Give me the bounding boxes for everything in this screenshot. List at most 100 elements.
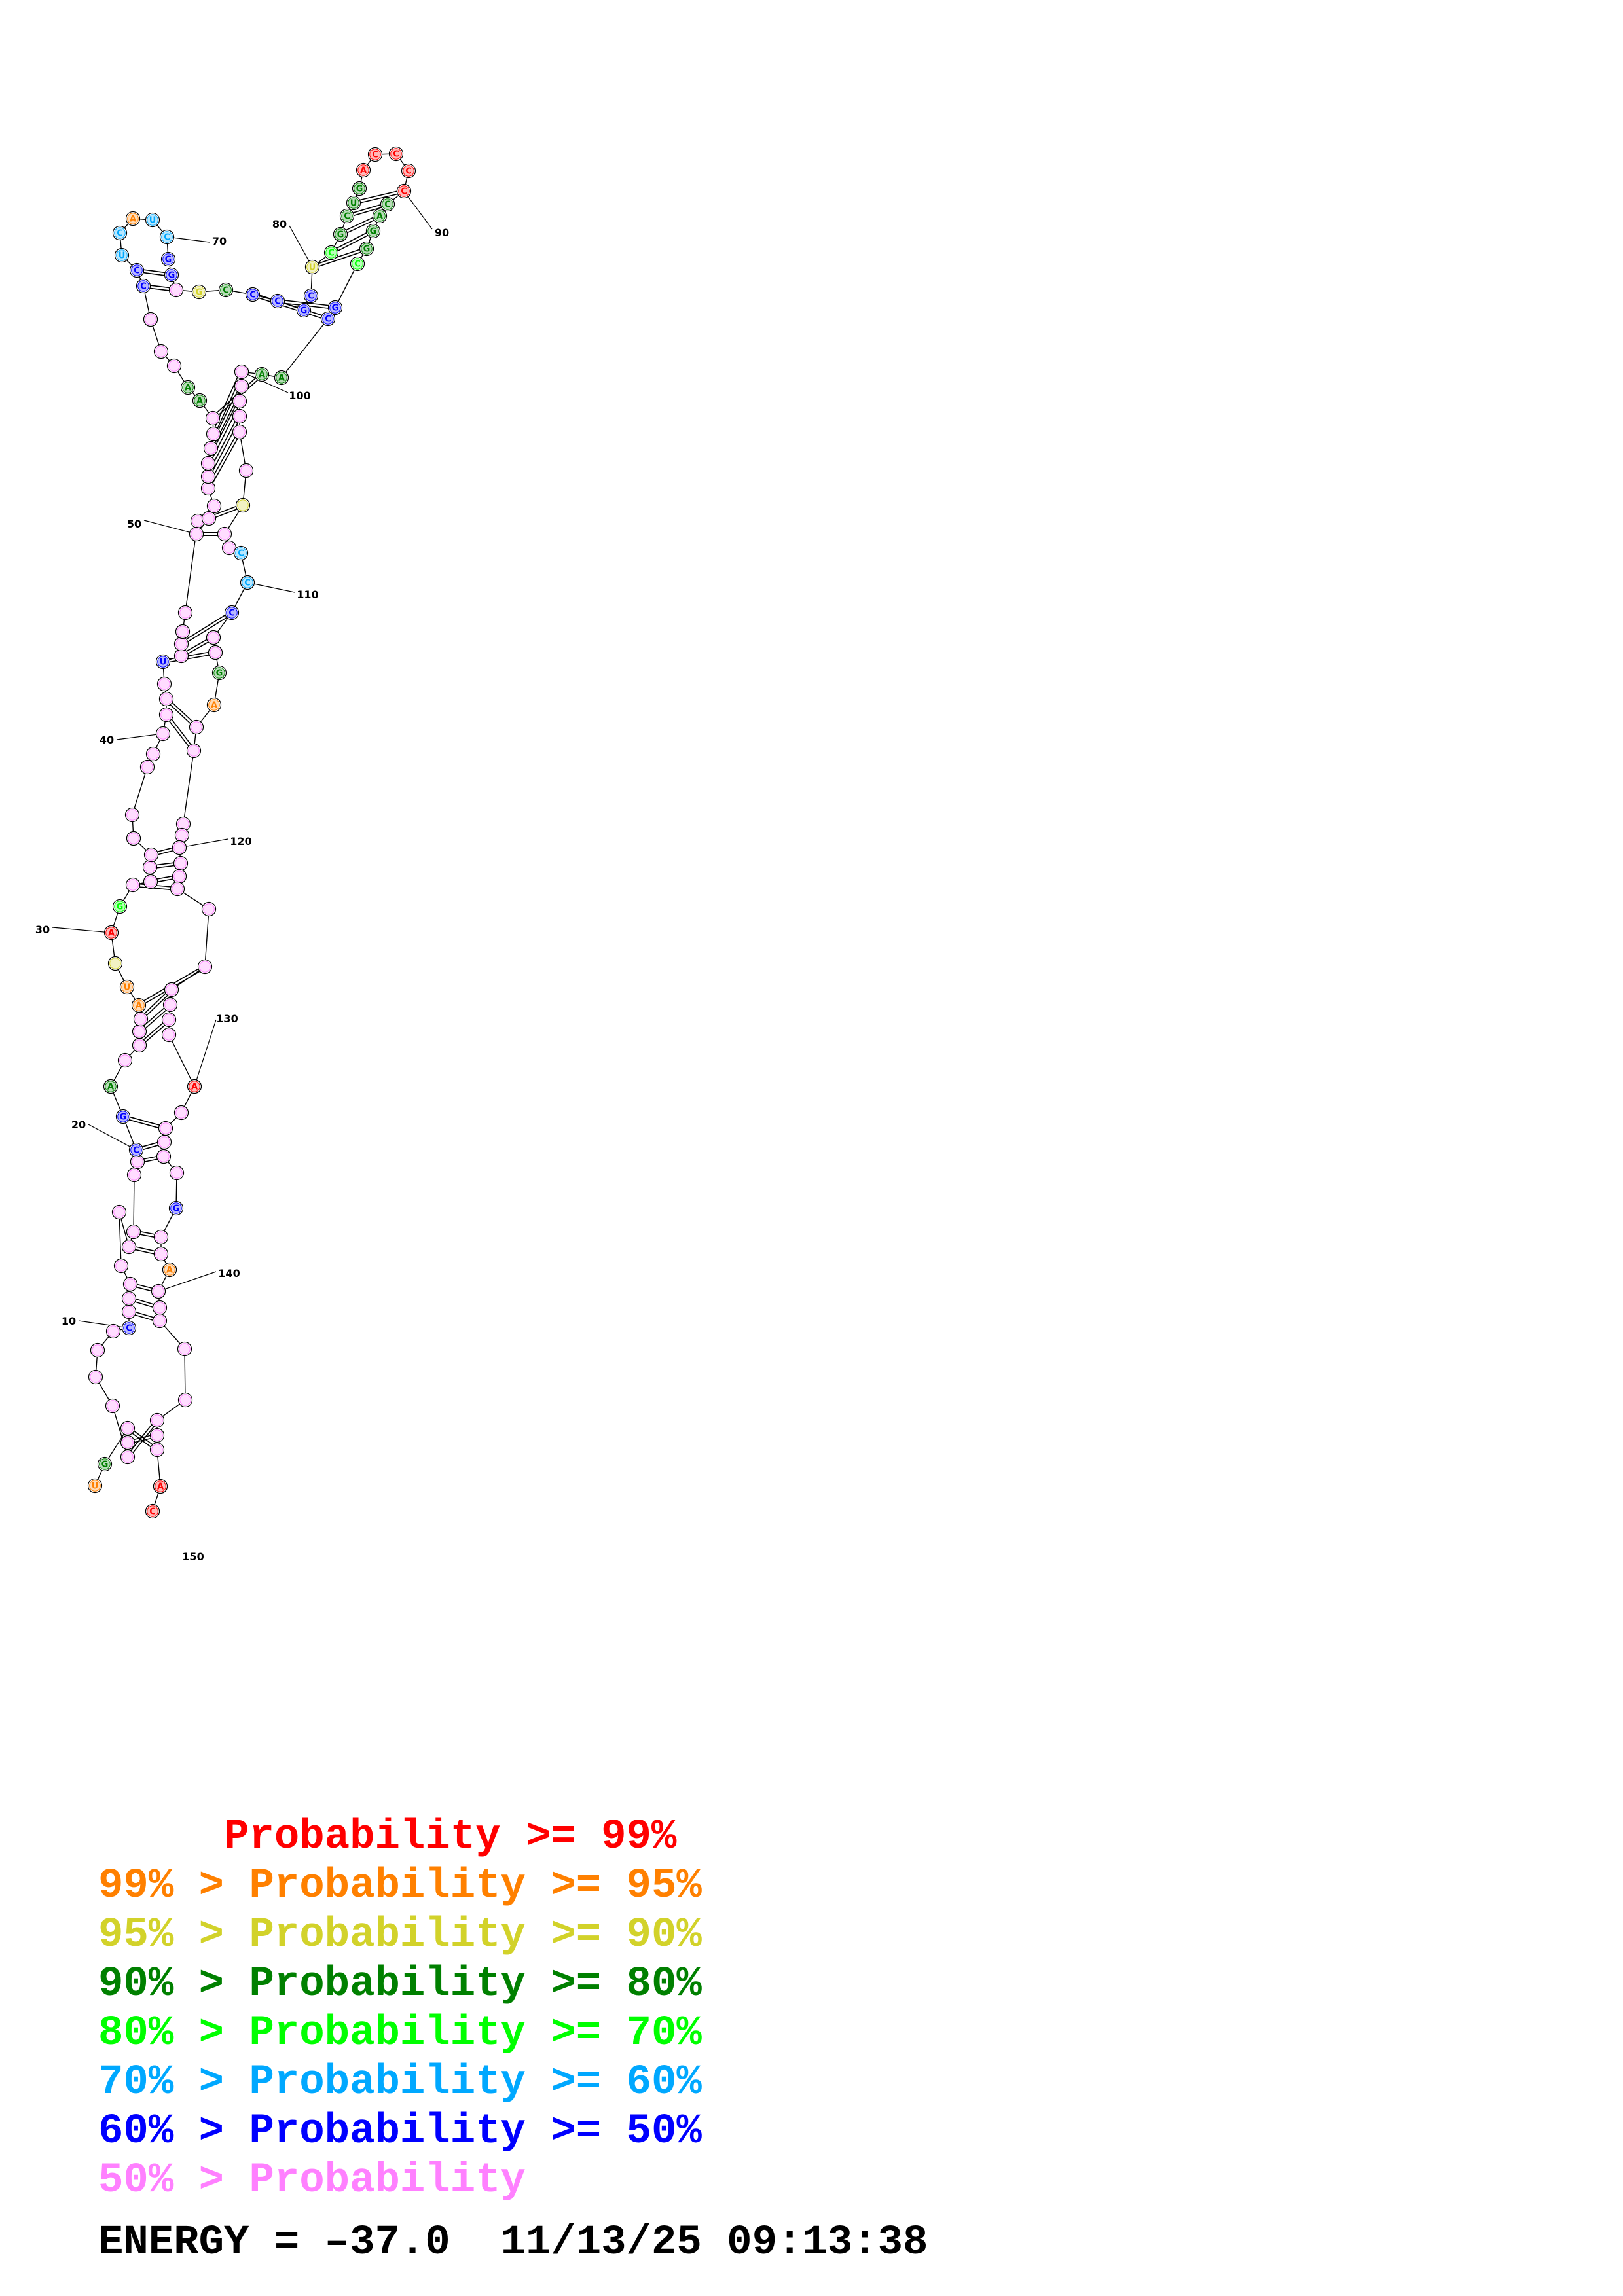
nucleotide-probability-fill	[123, 1293, 135, 1304]
number-label-tick	[254, 583, 295, 593]
nucleotide	[143, 874, 158, 889]
number-label: 10	[62, 1315, 76, 1327]
nucleotide-circle	[296, 302, 312, 318]
nucleotide	[152, 1313, 168, 1329]
number-label-tick	[143, 520, 190, 533]
nucleotide: A	[356, 162, 371, 178]
nucleotide-probability-fill	[123, 1306, 135, 1318]
nucleotide-circle	[270, 293, 285, 309]
nucleotide-base-letter: U	[160, 658, 167, 668]
base-pair-line	[259, 295, 322, 316]
base-pair-line	[143, 1007, 165, 1027]
backbone-lines	[94, 153, 409, 1512]
base-pair-line	[156, 862, 174, 866]
nucleotide-circle	[175, 624, 191, 639]
nucleotide-circle	[117, 1052, 133, 1068]
nucleotide-base-letter: C	[117, 229, 123, 239]
nucleotide: U	[155, 654, 171, 670]
nucleotide-circle	[177, 1392, 193, 1408]
nucleotide-probability-fill	[390, 148, 402, 160]
nucleotide	[175, 816, 191, 832]
nucleotide-probability-fill	[325, 247, 337, 259]
nucleotide-base-letter: U	[119, 251, 126, 261]
nucleotide	[139, 759, 155, 775]
nucleotide-circle	[173, 1105, 189, 1121]
nucleotide-probability-fill	[113, 1206, 125, 1218]
nucleotide-circle	[170, 881, 185, 897]
nucleotide-probability-fill	[124, 1278, 136, 1290]
base-pair-line	[318, 249, 360, 264]
nucleotide	[200, 469, 216, 484]
base-pair-line	[136, 1286, 152, 1292]
nucleotide: C	[339, 208, 355, 224]
legend-range-prefix: 50% >	[98, 2157, 249, 2204]
nucleotide	[206, 630, 221, 645]
nucleotide-circle	[114, 247, 130, 263]
legend-range-prefix: 80% >	[98, 2010, 249, 2057]
nucleotide-probability-fill	[193, 286, 205, 298]
nucleotide-base-letter: G	[120, 1113, 127, 1122]
base-pair-line	[156, 875, 173, 880]
nucleotide-base-letter: A	[185, 384, 191, 393]
nucleotide-circle	[359, 241, 374, 257]
nucleotide-probability-fill	[107, 1325, 119, 1337]
nucleotide-probability-fill	[202, 482, 214, 494]
nucleotide-circle	[197, 959, 213, 975]
nucleotide: C	[129, 262, 145, 278]
legend-row: 90% > Probability >= 80%	[98, 1960, 702, 2009]
nucleotide-probability-fill	[127, 879, 139, 891]
legend-row: 95% > Probability >= 90%	[98, 1911, 702, 1960]
number-label-tick	[186, 838, 228, 847]
nucleotide: A	[254, 367, 270, 382]
nucleotide-probability-fill	[133, 999, 145, 1011]
nucleotide-probability-fill	[208, 500, 220, 512]
nucleotide: U	[145, 212, 160, 228]
nucleotide: G	[327, 300, 343, 315]
backbone-segment	[168, 1034, 195, 1087]
nucleotide	[153, 344, 169, 359]
nucleotide-circle	[346, 195, 361, 211]
nucleotide-circle	[274, 370, 289, 386]
nucleotide-circle	[149, 1442, 165, 1458]
legend-range-text: Probability >= 90%	[249, 1912, 702, 1959]
nucleotide-probability-fill	[357, 164, 369, 176]
base-pair-line	[359, 190, 397, 201]
nucleotide-probability-fill	[137, 280, 149, 292]
nucleotide-circle	[168, 282, 184, 298]
nucleotide	[132, 1024, 147, 1039]
probability-legend: Probability >= 99% 99% > Probability >= 9…	[98, 1813, 702, 2206]
nucleotide-circle	[145, 212, 160, 228]
legend-range-text: Probability >= 50%	[249, 2108, 702, 2155]
number-label: 80	[272, 218, 287, 230]
nucleotide-circle	[149, 1412, 165, 1428]
nucleotide	[155, 726, 171, 742]
nucleotide-probability-fill	[153, 1285, 164, 1297]
nucleotide-circle	[206, 697, 222, 713]
nucleotide	[126, 1224, 141, 1240]
nucleotide-probability-fill	[226, 607, 238, 619]
nucleotide-circle	[162, 997, 178, 1013]
nucleotide-probability-fill	[155, 1248, 167, 1260]
nucleotide-base-letter: A	[211, 701, 217, 711]
nucleotide-circle	[131, 997, 147, 1013]
nucleotide-probability-fill	[92, 1344, 103, 1356]
nucleotide	[169, 1165, 185, 1181]
nucleotide-base-letter: A	[360, 166, 367, 176]
nucleotide-base-letter: C	[384, 200, 391, 210]
nucleotide-circle	[153, 1246, 169, 1262]
nucleotide	[189, 526, 204, 542]
nucleotide-probability-fill	[105, 927, 117, 939]
nucleotide-base-letter: G	[216, 669, 223, 679]
base-pair-line	[157, 847, 173, 853]
nucleotide-probability-fill	[99, 1458, 111, 1470]
nucleotide-probability-fill	[164, 999, 176, 1011]
base-pair-line	[171, 719, 192, 745]
nucleotide-circle	[125, 211, 141, 226]
nucleotide-base-letter: U	[92, 1482, 99, 1492]
nucleotide-probability-fill	[242, 577, 253, 588]
nucleotide-probability-fill	[203, 903, 215, 915]
number-label: 130	[216, 1013, 238, 1025]
nucleotide-circle	[88, 1369, 103, 1385]
nucleotide-circle	[145, 746, 161, 762]
nucleotide-base-letter: G	[165, 255, 172, 265]
